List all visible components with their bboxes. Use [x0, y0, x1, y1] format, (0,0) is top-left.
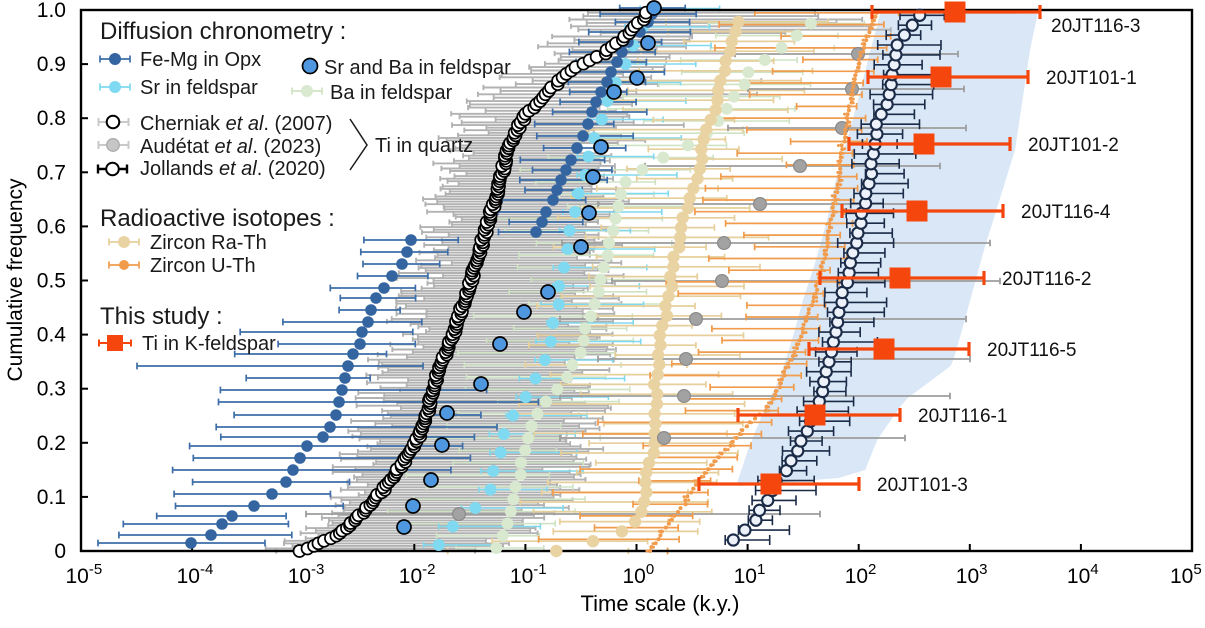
svg-text:102: 102: [845, 561, 877, 588]
svg-text:Zircon U-Th: Zircon U-Th: [150, 255, 256, 277]
svg-text:Zircon Ra-Th: Zircon Ra-Th: [150, 232, 267, 254]
svg-text:Cherniak et al. (2007): Cherniak et al. (2007): [140, 113, 332, 135]
svg-text:20JT101-1: 20JT101-1: [1046, 68, 1137, 89]
svg-text:0.9: 0.9: [37, 53, 66, 76]
svg-text:0.7: 0.7: [37, 161, 66, 184]
svg-text:Radioactive isotopes :: Radioactive isotopes :: [100, 205, 335, 232]
svg-text:0.2: 0.2: [37, 432, 66, 455]
svg-text:20JT116-1: 20JT116-1: [918, 406, 1007, 427]
svg-text:Ti in K-feldspar: Ti in K-feldspar: [142, 333, 276, 355]
svg-text:20JT116-4: 20JT116-4: [1021, 202, 1111, 223]
svg-text:20JT116-2: 20JT116-2: [1002, 269, 1091, 290]
svg-text:20JT101-3: 20JT101-3: [877, 475, 968, 496]
svg-text:0.8: 0.8: [37, 107, 66, 130]
svg-text:0.1: 0.1: [37, 486, 66, 509]
svg-text:0.5: 0.5: [37, 270, 66, 293]
svg-text:Ba in feldspar: Ba in feldspar: [330, 82, 453, 104]
svg-text:20JT116-3: 20JT116-3: [1051, 16, 1140, 37]
svg-text:Ti in quartz: Ti in quartz: [375, 135, 473, 157]
svg-text:0.3: 0.3: [37, 378, 66, 401]
svg-text:Time scale (k.y.): Time scale (k.y.): [581, 591, 740, 616]
svg-text:20JT101-2: 20JT101-2: [1028, 135, 1119, 156]
svg-text:Cumulative frequency: Cumulative frequency: [4, 178, 27, 382]
svg-text:20JT116-5: 20JT116-5: [987, 340, 1076, 361]
svg-text:1.0: 1.0: [37, 0, 66, 22]
svg-text:0: 0: [54, 540, 66, 563]
svg-text:10-2: 10-2: [399, 561, 436, 588]
svg-text:0.4: 0.4: [37, 324, 67, 347]
svg-text:Diffusion chronometry :: Diffusion chronometry :: [100, 18, 346, 45]
svg-text:0.6: 0.6: [37, 215, 66, 238]
svg-text:Audétat et al. (2023): Audétat et al. (2023): [140, 136, 321, 158]
svg-text:This study :: This study :: [100, 303, 223, 330]
svg-text:Fe-Mg in Opx: Fe-Mg in Opx: [140, 49, 261, 71]
svg-text:Sr in feldspar: Sr in feldspar: [140, 77, 258, 99]
svg-text:Sr and Ba in feldspar: Sr and Ba in feldspar: [324, 57, 511, 79]
svg-text:Jollands et al. (2020): Jollands et al. (2020): [140, 158, 326, 180]
